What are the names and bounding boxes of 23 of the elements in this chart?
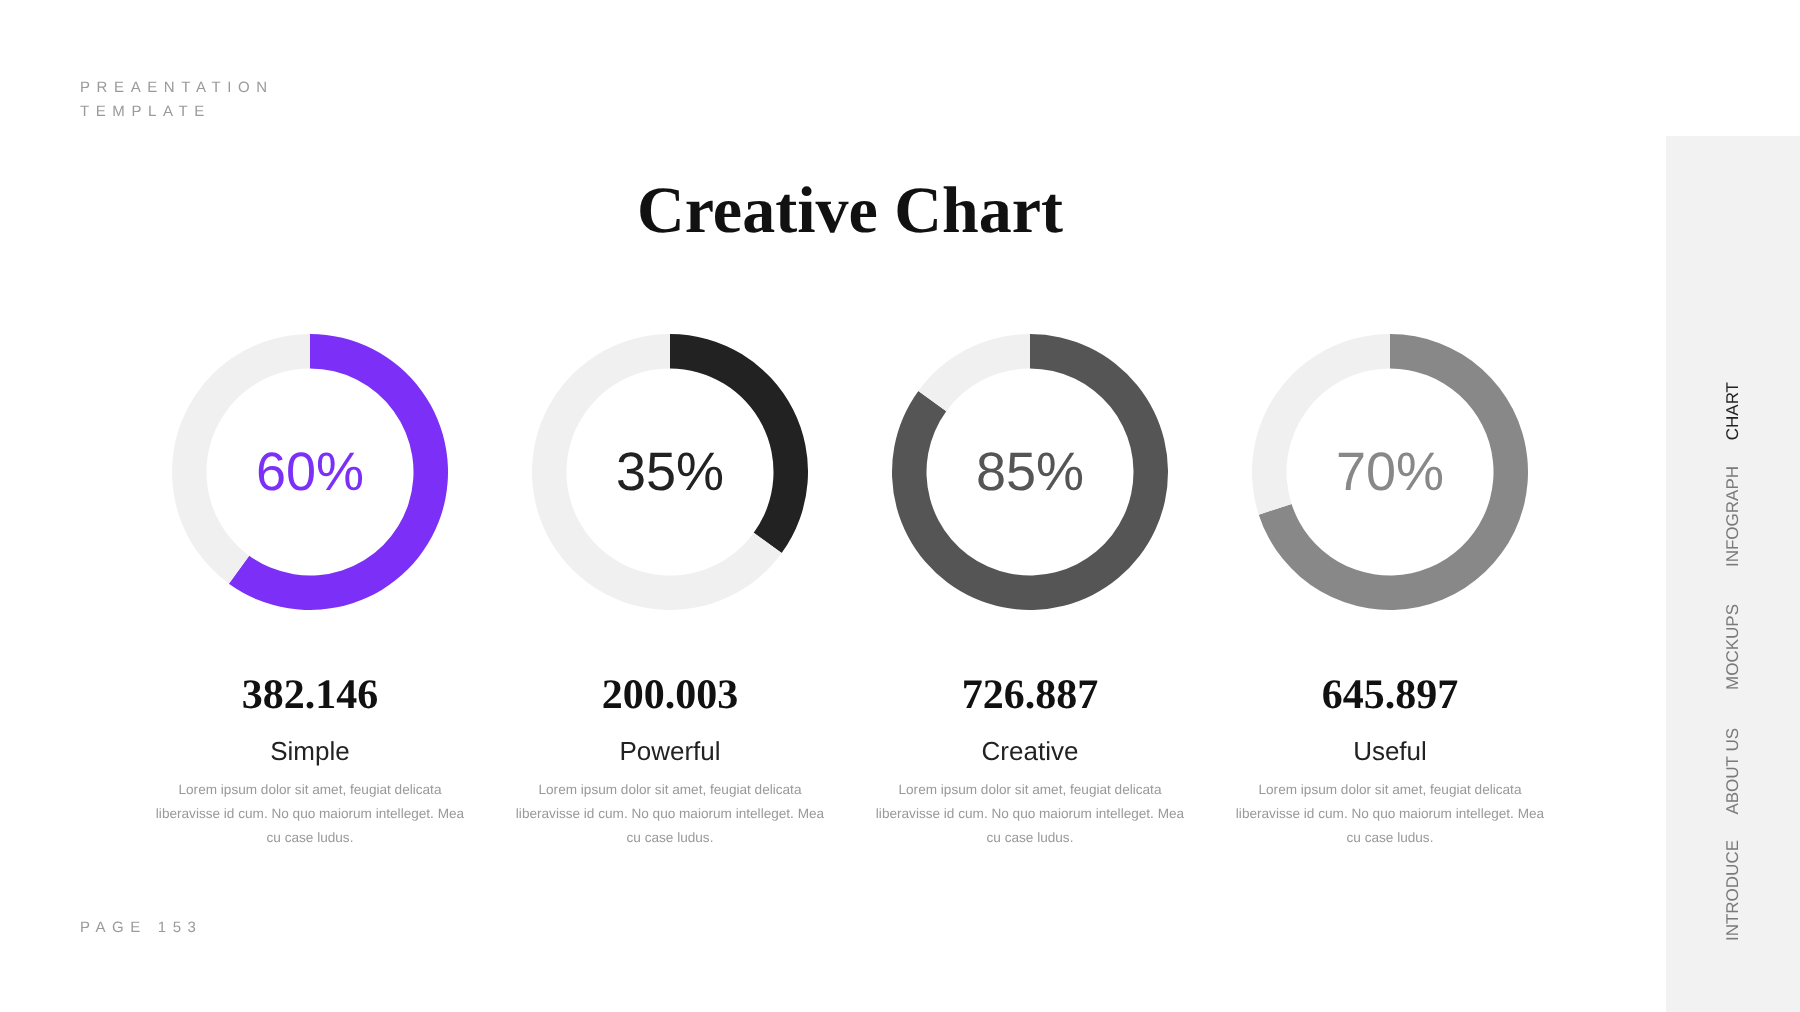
data-label: 60% xyxy=(256,442,365,502)
text: ABOUT US xyxy=(1722,727,1742,814)
text: Useful xyxy=(1353,736,1427,768)
text: 200.003 xyxy=(601,668,739,720)
text: 382.146 xyxy=(241,668,379,720)
text: MOCKUPS xyxy=(1722,603,1742,689)
text: Creative Chart xyxy=(637,174,1063,252)
donut-slice xyxy=(228,334,448,610)
text: CHART xyxy=(1722,381,1742,440)
donut-slice xyxy=(532,334,782,610)
data-label: 85% xyxy=(976,442,1085,502)
text: Simple xyxy=(270,736,350,768)
donut-slice xyxy=(1258,334,1528,610)
data-label: 70% xyxy=(1336,442,1445,502)
text: Creative xyxy=(981,736,1079,768)
text: 726.887 xyxy=(961,668,1099,720)
donut-slice xyxy=(918,334,1030,412)
text: INTRODUCE xyxy=(1722,839,1742,941)
text: INFOGRAPH xyxy=(1722,465,1742,567)
text: 645.897 xyxy=(1321,668,1459,720)
donut-slice xyxy=(892,334,1168,610)
text: Powerful xyxy=(619,736,721,768)
data-label: 35% xyxy=(616,442,725,502)
